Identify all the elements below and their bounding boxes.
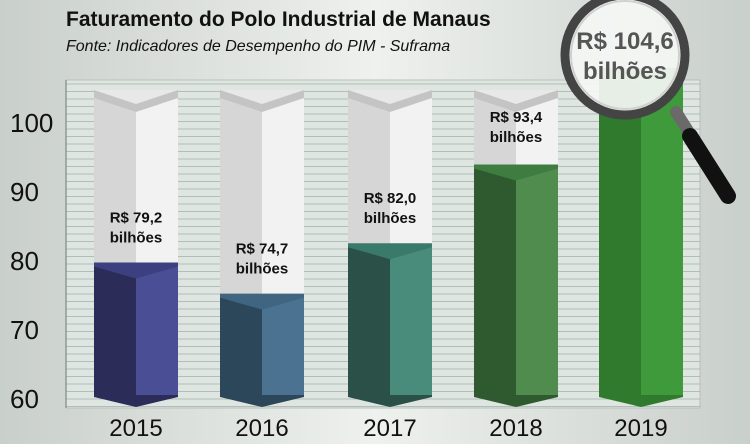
bar-fill-cap <box>94 262 178 279</box>
y-tick-label: 60 <box>10 384 39 414</box>
y-tick-label: 90 <box>10 177 39 207</box>
bar-fill-left <box>474 166 516 397</box>
bar-2017: R$ 82,0 bilhões 2017 <box>348 90 432 442</box>
x-tick-label: 2015 <box>109 415 162 442</box>
bar-fill-right <box>262 295 304 397</box>
bar-value-unit: bilhões <box>110 230 163 247</box>
bar-tube-right <box>390 98 432 246</box>
bar-2016: R$ 74,7 bilhões 2016 <box>220 90 304 442</box>
bar-fill-cap <box>474 164 558 181</box>
bar-tube-left <box>220 98 262 296</box>
bar-value-label: R$ 82,0 <box>364 190 417 207</box>
bar-tube-cap-highlight <box>220 90 304 104</box>
bar-base <box>474 395 558 407</box>
bar-value-unit: bilhões <box>490 129 543 146</box>
x-tick-label: 2018 <box>489 415 542 442</box>
bar-2015: R$ 79,2 bilhões 2015 <box>94 90 178 442</box>
bar-value-label: R$ 93,4 <box>490 109 543 126</box>
bar-base <box>348 395 432 407</box>
bar-2018: R$ 93,4 bilhões 2018 <box>474 90 558 442</box>
bar-tube-left <box>94 98 136 265</box>
x-tick-label: 2017 <box>363 415 416 442</box>
bar-base <box>599 395 683 407</box>
chart-subtitle: Fonte: Indicadores de Desempenho do PIM … <box>66 38 451 55</box>
bar-tube-left <box>348 98 390 246</box>
bar-fill-left <box>94 264 136 397</box>
bar-tube-cap-highlight <box>348 90 432 104</box>
bar-value-unit: bilhões <box>364 210 417 227</box>
bar-fill-left <box>599 70 641 397</box>
y-tick-labels: 60 70 80 90 100 <box>10 108 53 414</box>
bar-fill-right <box>136 264 178 397</box>
x-tick-label: 2016 <box>235 415 288 442</box>
bar-value-unit: bilhões <box>236 261 289 278</box>
bar-base <box>94 395 178 407</box>
bar-tube-cap-highlight <box>474 90 558 104</box>
bar-fill-right <box>516 166 558 397</box>
bar-2019: 2019 <box>599 68 683 442</box>
bar-fill-right <box>390 245 432 397</box>
bar-value-label: R$ 74,7 <box>236 241 289 258</box>
bar-fill-cap <box>220 293 304 310</box>
bar-fill-cap <box>348 243 432 260</box>
magnifier-icon: R$ 104,6 bilhões <box>560 0 736 204</box>
y-tick-label: 70 <box>10 315 39 345</box>
y-tick-label: 80 <box>10 246 39 276</box>
bar-tube-right <box>136 98 178 265</box>
bar-fill-right <box>641 70 683 397</box>
bar-fill-left <box>220 295 262 397</box>
y-tick-label: 100 <box>10 108 53 138</box>
bar-base <box>220 395 304 407</box>
magnified-value-label: R$ 104,6 <box>576 28 673 55</box>
bar-tube-right <box>262 98 304 296</box>
bar-tube-cap-highlight <box>94 90 178 104</box>
x-tick-label: 2019 <box>614 415 667 442</box>
bar-fill-left <box>348 245 390 397</box>
magnified-value-unit: bilhões <box>583 58 667 85</box>
bar-value-label: R$ 79,2 <box>110 210 163 227</box>
chart-title: Faturamento do Polo Industrial de Manaus <box>66 8 491 31</box>
